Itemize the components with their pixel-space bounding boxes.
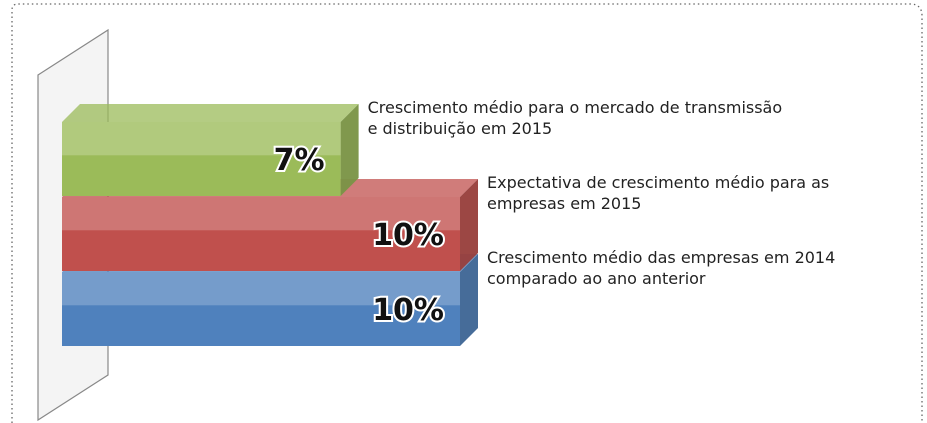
frame (11, 3, 923, 423)
category-label: Crescimento médio para o mercado de tran… (367, 98, 783, 138)
bar (62, 197, 460, 271)
bar-highlight (62, 122, 341, 156)
bar-top (62, 104, 359, 122)
category-label: Crescimento médio das empresas em 2014 c… (487, 248, 836, 288)
bar (62, 272, 460, 346)
bar-side-shade (460, 254, 478, 346)
bar-highlight (62, 272, 460, 306)
bar-side-shade (340, 104, 359, 196)
data-label: 10% (372, 293, 444, 328)
bar-side (460, 254, 478, 346)
category-label: Expectativa de crescimento médio para as… (487, 173, 830, 213)
bar-side-shade (460, 179, 478, 271)
bar (62, 122, 341, 196)
bar-highlight (62, 197, 460, 231)
data-label: 10% (372, 218, 444, 253)
data-label: 7% (274, 143, 325, 178)
bar-side (460, 179, 478, 271)
bar-side (340, 104, 359, 196)
